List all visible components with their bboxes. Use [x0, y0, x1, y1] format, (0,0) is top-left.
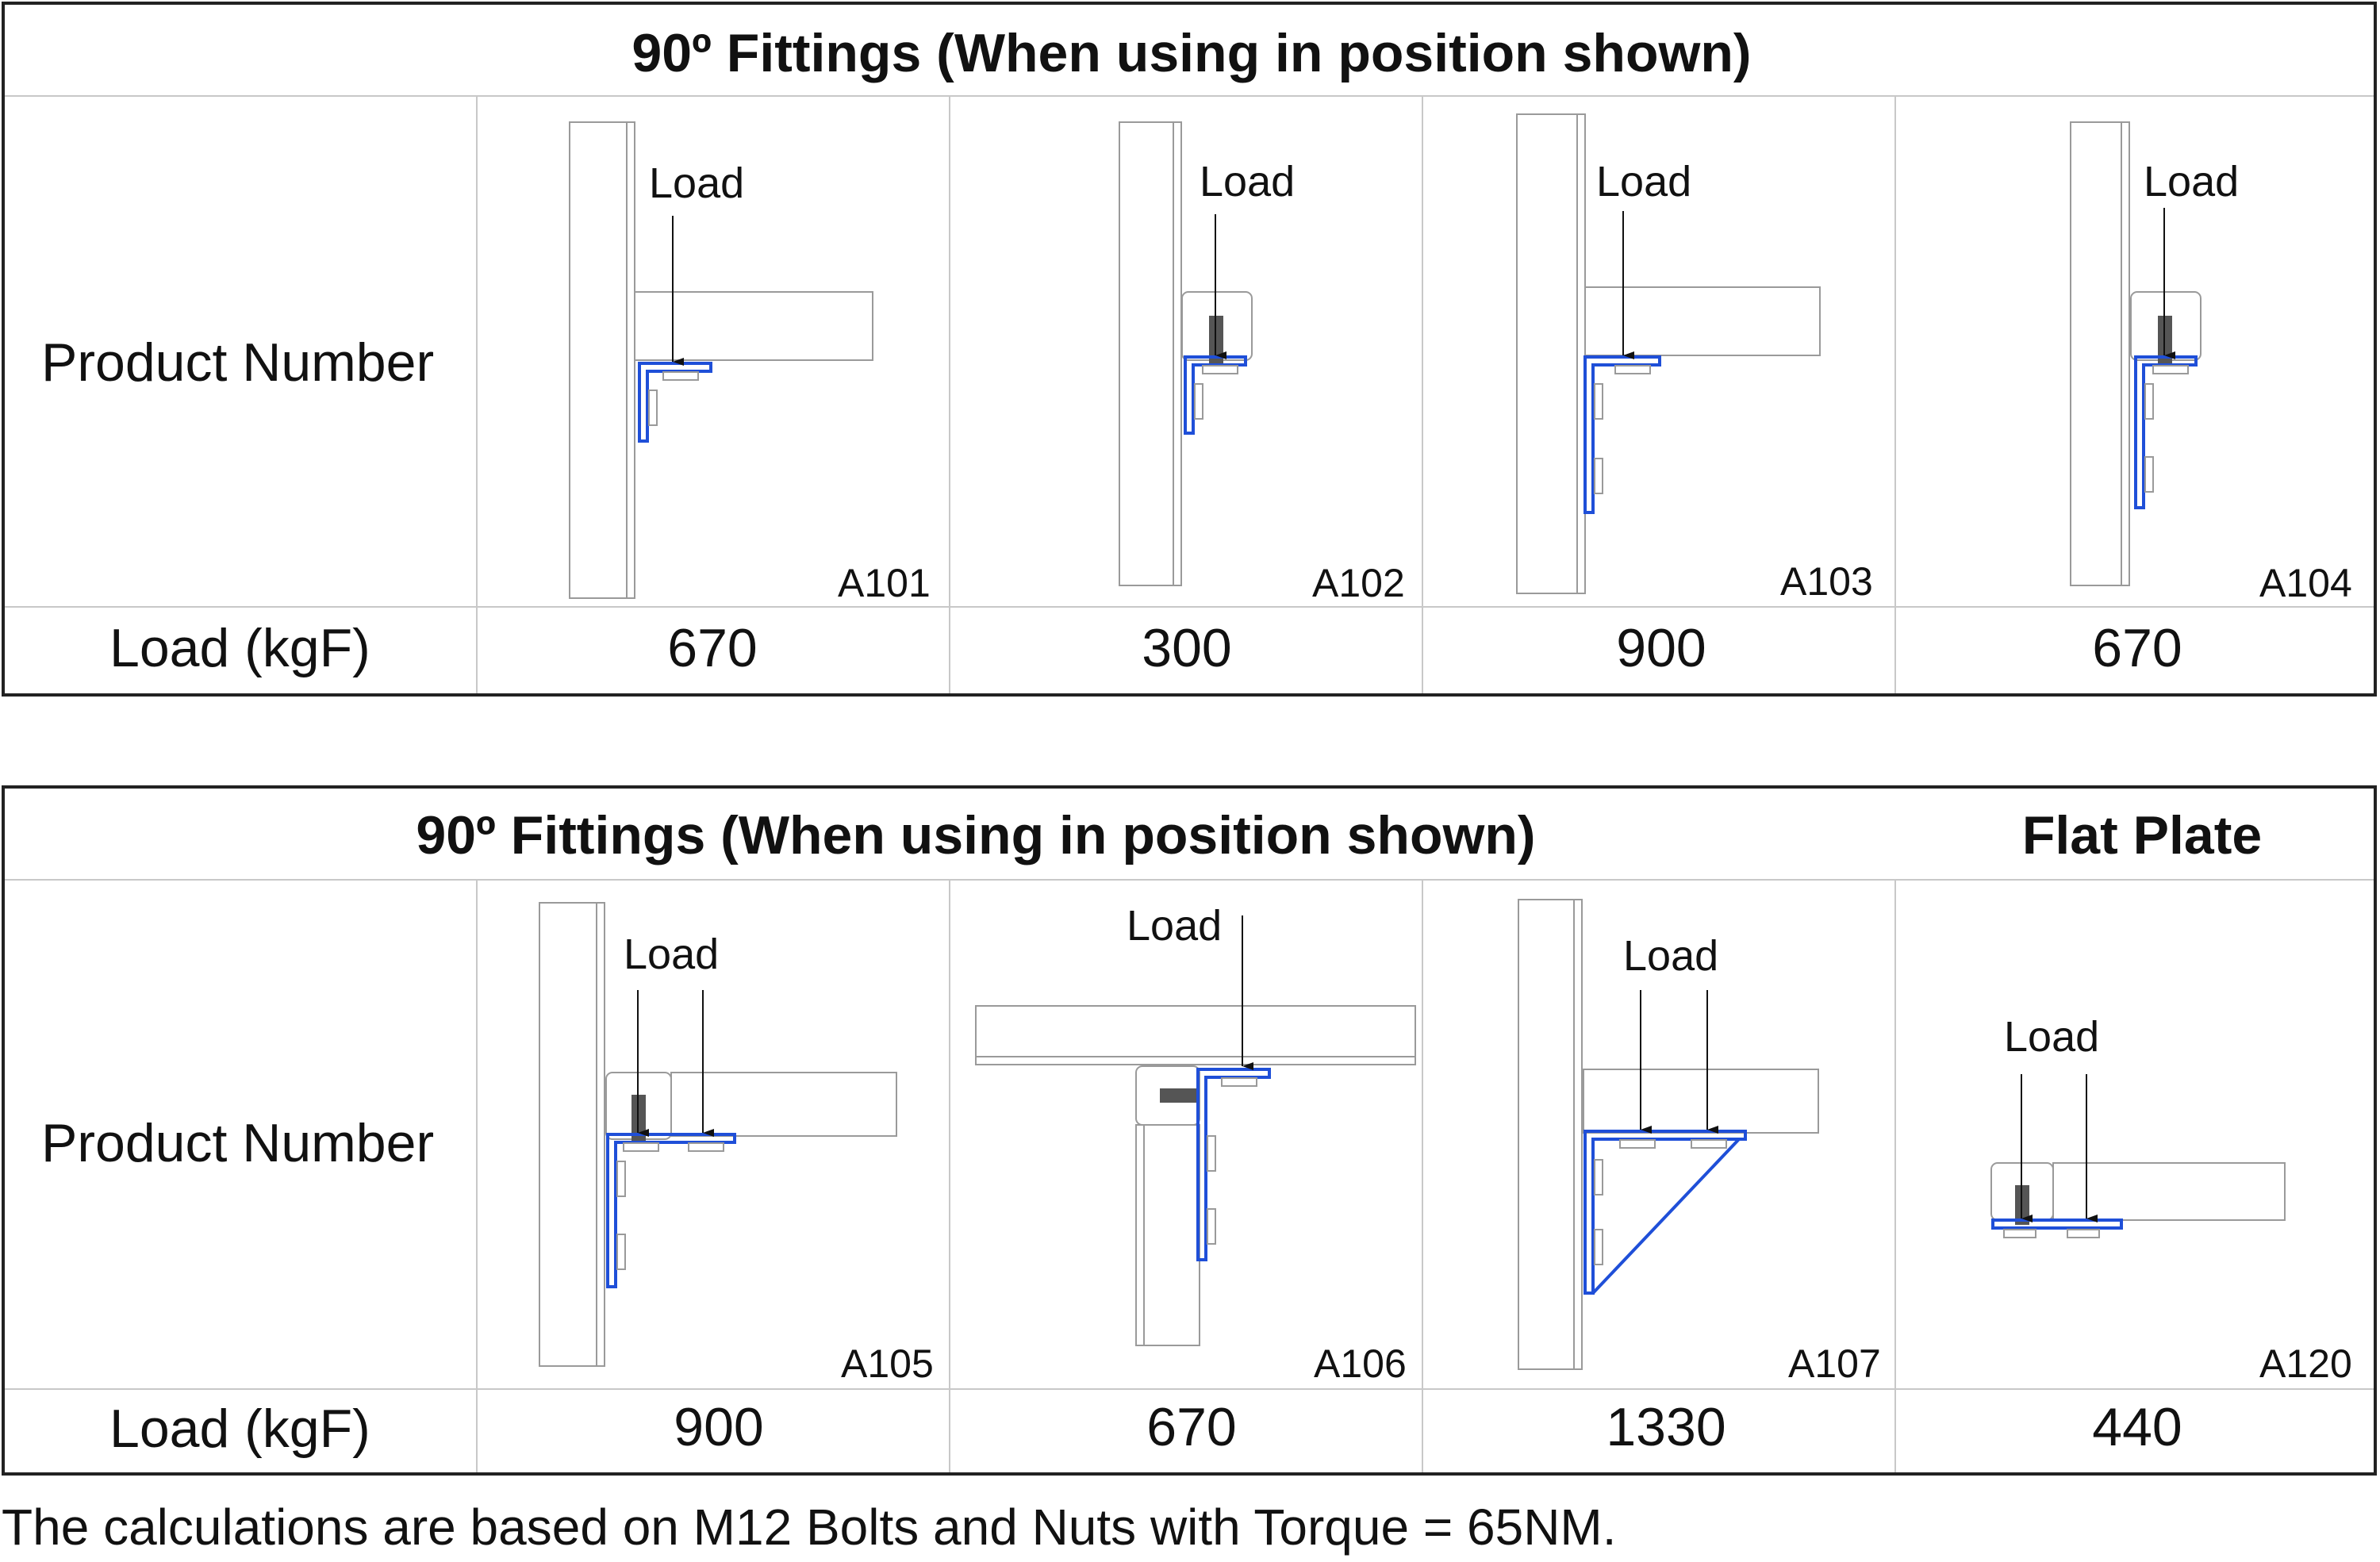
fitting-diagram-a104	[2070, 121, 2202, 586]
column-divider	[949, 95, 950, 693]
fittings-table-1: 90º Fittings (When using in position sho…	[2, 2, 2377, 697]
row-divider	[5, 95, 2374, 97]
fitting-diagram-a105	[539, 902, 897, 1367]
load-value: 1330	[1606, 1397, 1726, 1457]
product-number: A102	[1312, 561, 1405, 605]
fitting-diagrams-row-2	[539, 899, 2286, 1370]
row-divider	[5, 1388, 2374, 1390]
load-value: 900	[674, 1397, 764, 1457]
column-divider	[1894, 95, 1896, 693]
product-number: A107	[1788, 1341, 1881, 1386]
load-value: 300	[1142, 618, 1232, 678]
product-number: A101	[838, 561, 931, 605]
footnote: The calculations are based on M12 Bolts …	[2, 1499, 1617, 1556]
column-divider	[1422, 879, 1423, 1472]
table-title-flat-plate: Flat Plate	[2021, 805, 2263, 865]
table-title: 90º Fittings (When using in position sho…	[631, 23, 1752, 83]
fitting-diagram-a107	[1518, 899, 1819, 1370]
fitting-diagram-a101	[569, 121, 873, 599]
product-number: A105	[841, 1341, 934, 1386]
fitting-diagram-a120	[1990, 1074, 2286, 1238]
fittings-table-2: 90º Fittings (When using in position sho…	[2, 785, 2377, 1476]
fitting-diagrams-row-1	[569, 113, 2202, 599]
fitting-diagram-a102	[1119, 121, 1253, 586]
load-label: Load	[2144, 158, 2240, 205]
load-value: 900	[1616, 618, 1706, 678]
load-label: Load	[1596, 158, 1692, 205]
column-divider	[1422, 95, 1423, 693]
row-label-product: Product Number	[41, 332, 435, 393]
load-value: 670	[1146, 1397, 1237, 1457]
load-label: Load	[1200, 158, 1296, 205]
load-label: Load	[2004, 1013, 2100, 1061]
load-value: 670	[2092, 618, 2182, 678]
column-divider	[476, 879, 478, 1472]
row-divider	[5, 879, 2374, 881]
table-title: 90º Fittings (When using in position sho…	[416, 805, 1536, 865]
row-divider	[5, 606, 2374, 608]
product-number: A106	[1314, 1341, 1407, 1386]
product-number: A120	[2259, 1341, 2352, 1386]
load-value: 670	[667, 618, 758, 678]
load-label: Load	[624, 931, 720, 978]
column-divider	[476, 95, 478, 693]
fitting-diagram-a103	[1516, 113, 1821, 594]
product-number: A103	[1780, 559, 1873, 604]
row-label-load: Load (kgF)	[109, 1399, 370, 1459]
row-label-product: Product Number	[41, 1113, 435, 1173]
load-label: Load	[649, 159, 745, 207]
column-divider	[949, 879, 950, 1472]
load-value: 440	[2092, 1397, 2182, 1457]
column-divider	[1894, 879, 1896, 1472]
fitting-diagram-a106	[975, 915, 1416, 1346]
load-label: Load	[1623, 932, 1719, 980]
load-label: Load	[1127, 902, 1223, 950]
row-label-load: Load (kgF)	[109, 618, 370, 678]
product-number: A104	[2259, 561, 2352, 605]
